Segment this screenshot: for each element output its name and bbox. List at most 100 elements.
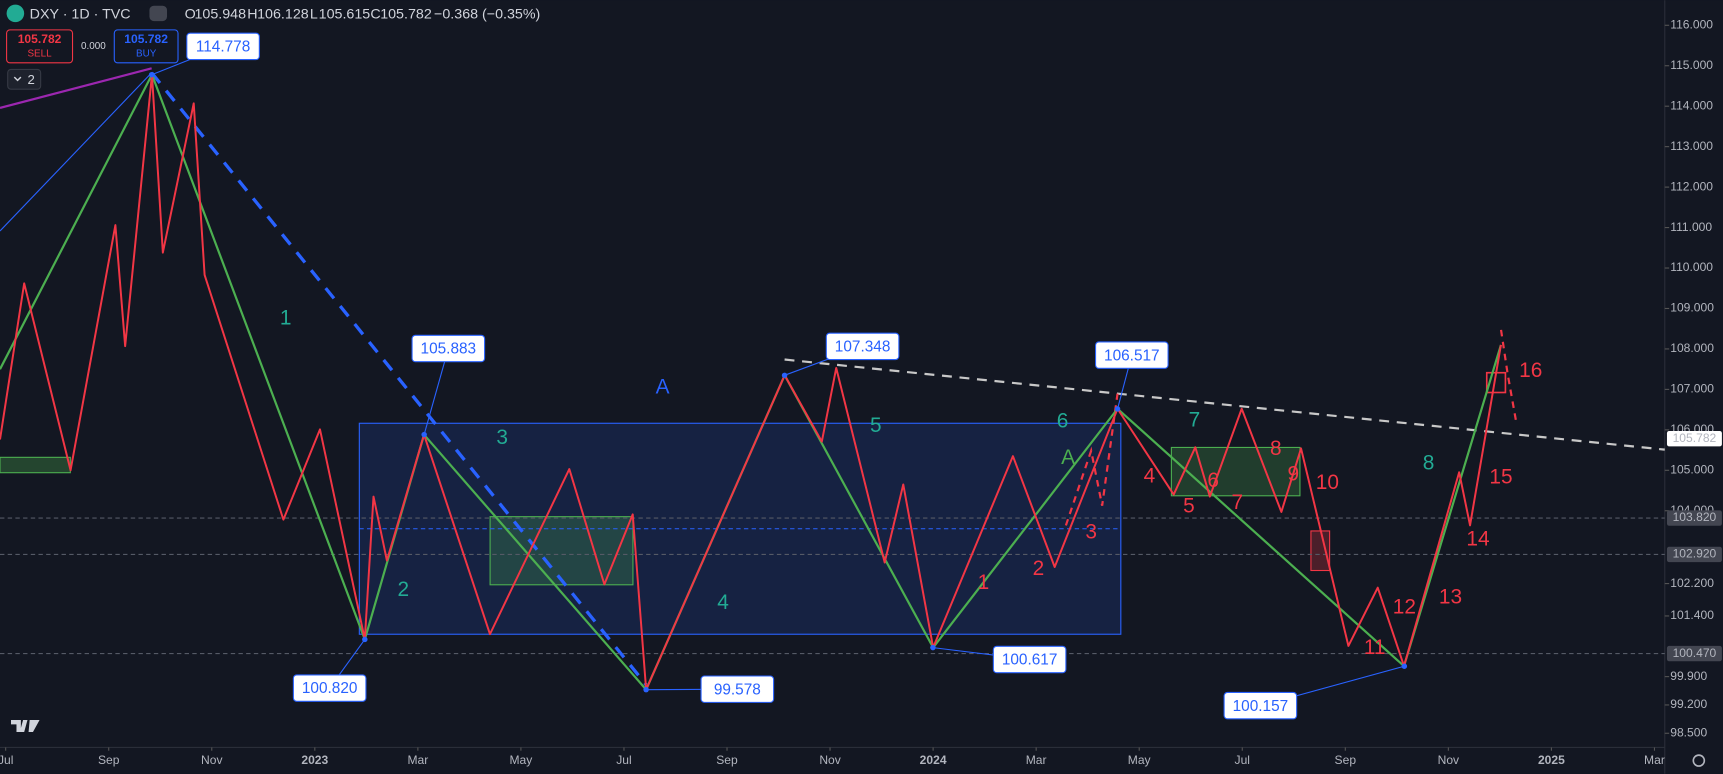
pivot-label: 107.348 — [835, 339, 891, 356]
pivot-point — [781, 372, 788, 379]
pivot-point — [1114, 406, 1121, 412]
y-tick-label: 99.200 — [1670, 697, 1707, 711]
y-tick-label: 108.000 — [1670, 341, 1714, 355]
wave-label: 13 — [1439, 585, 1462, 608]
y-tick-label: 109.000 — [1670, 301, 1714, 315]
wave-label: 10 — [1316, 471, 1339, 494]
trend-line — [784, 358, 1665, 451]
tv-logo — [10, 719, 40, 733]
projection — [1064, 393, 1119, 526]
x-tick-label: Mar — [1026, 753, 1047, 767]
zone-box — [1170, 446, 1301, 497]
layers-button[interactable] — [7, 68, 42, 90]
symbol: DXY · 1D · TVC — [30, 6, 131, 22]
wave-label: 3 — [496, 426, 508, 449]
y-tick-label: 101.400 — [1670, 608, 1714, 622]
projection — [1499, 329, 1518, 424]
spread: 0.000 — [81, 41, 106, 52]
trend-line — [0, 67, 152, 109]
pivot-box — [292, 674, 367, 702]
wave-label: A — [656, 376, 670, 399]
toggle — [149, 5, 168, 22]
wave-label: 4 — [717, 591, 729, 614]
x-tick-label: Jul — [616, 753, 631, 767]
x-tick-label: Mar — [407, 753, 428, 767]
y-tick-label: 115.000 — [1670, 58, 1713, 72]
x-tick-label: Jul — [0, 753, 13, 767]
y-tick-label: 99.900 — [1670, 669, 1707, 683]
x-tick-label: May — [509, 753, 533, 767]
drawings — [0, 67, 1665, 686]
wave-label: 14 — [1466, 527, 1489, 550]
pivot-box — [186, 32, 260, 61]
sell-button[interactable] — [6, 29, 74, 64]
price-badge-label: 102.920 — [1673, 547, 1717, 561]
wave-label: 5 — [870, 414, 882, 437]
y-tick-label: 107.000 — [1670, 382, 1714, 396]
pivot-point — [1401, 663, 1408, 669]
wave-label: 4 — [1144, 465, 1156, 488]
buy-button[interactable] — [113, 29, 179, 64]
x-tick-label: Sep — [98, 753, 120, 767]
x-tick-label: 2023 — [301, 753, 328, 767]
wave-label: A — [1061, 446, 1075, 469]
buy-price: 105.782 — [124, 32, 168, 46]
x-tick-label: 2025 — [1538, 753, 1565, 767]
price-badge-label: 103.820 — [1673, 510, 1717, 524]
wave-label: 2 — [1033, 557, 1045, 580]
pivot-box — [411, 334, 486, 363]
y-tick-label: 113.000 — [1670, 139, 1713, 153]
zone-box — [1310, 530, 1331, 572]
wave-label: 8 — [1423, 451, 1435, 474]
pivot-label: 100.157 — [1233, 698, 1289, 715]
x-tick-label: Jul — [1235, 753, 1250, 767]
price-badge-label: 105.782 — [1673, 431, 1717, 445]
wave-label: 2 — [397, 578, 409, 601]
wave-label: 3 — [1085, 521, 1097, 544]
y-tick-label: 116.000 — [1670, 17, 1713, 31]
x-tick-label: 2024 — [920, 753, 947, 767]
pivot-label: 100.617 — [1002, 652, 1058, 669]
ohlc-o: 105.948 — [194, 6, 246, 22]
y-tick-label: 112.000 — [1670, 179, 1713, 193]
pivot-box — [825, 332, 900, 361]
layers-count: 2 — [27, 72, 34, 87]
ohlc-h-label: H — [247, 6, 257, 22]
price-badge — [1666, 510, 1722, 526]
chevron-icon — [13, 76, 22, 82]
pivot-box — [1223, 691, 1298, 720]
pivot-label: 99.578 — [714, 681, 761, 698]
wave-label: 16 — [1519, 359, 1542, 382]
ohlc-c-label: C — [370, 6, 380, 22]
y-tick-label: 98.500 — [1670, 725, 1707, 739]
wave-label: 9 — [1288, 462, 1300, 485]
wave-label: 5 — [1183, 494, 1195, 517]
y-tick-label: 105.000 — [1670, 462, 1714, 476]
y-tick-label: 110.000 — [1670, 260, 1713, 274]
ohlc-o-label: O — [185, 6, 196, 22]
wave-label: 12 — [1393, 595, 1416, 618]
ohlc-h: 106.128 — [257, 6, 309, 22]
symbol-icon — [6, 4, 25, 23]
pivot-point — [930, 644, 936, 651]
wave-label: 1 — [978, 571, 990, 594]
sell-price: 105.782 — [18, 32, 62, 46]
trend-line — [0, 72, 153, 232]
zone-box — [489, 516, 634, 586]
wave-label: 6 — [1057, 410, 1069, 433]
wave-label: 8 — [1270, 437, 1282, 460]
wave-label: 7 — [1189, 409, 1201, 432]
pivot-label: 105.883 — [421, 341, 477, 358]
pivot-label: 100.820 — [302, 680, 358, 697]
wave-label: 1 — [280, 306, 292, 329]
ohlc-l-label: L — [310, 6, 318, 22]
zone-box — [0, 456, 71, 474]
settings-icon[interactable] — [1692, 754, 1706, 767]
x-tick-label: Nov — [201, 753, 222, 767]
ohlc-l: 105.615 — [319, 6, 371, 22]
x-tick-label: Sep — [716, 753, 738, 767]
x-tick-label: Nov — [1438, 753, 1459, 767]
pivot-box — [992, 645, 1067, 674]
